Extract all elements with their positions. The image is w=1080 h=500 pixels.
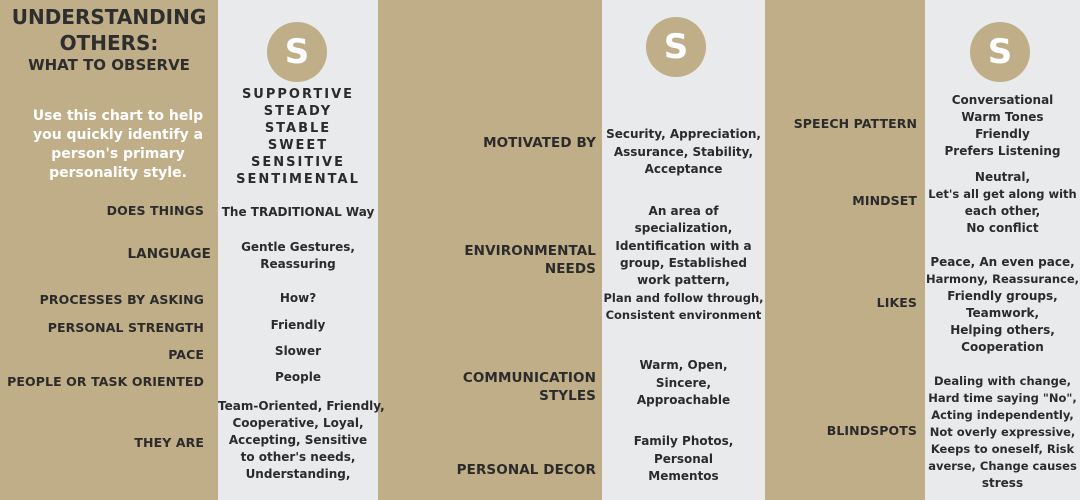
page-subtitle: WHAT TO OBSERVE bbox=[28, 56, 190, 74]
value-env-line: Identification with a bbox=[615, 239, 752, 253]
value-env-line: work pattern, bbox=[637, 273, 730, 287]
label-people-or-task: PEOPLE OR TASK ORIENTED bbox=[7, 374, 204, 389]
value-decor-line: Mementos bbox=[648, 469, 719, 483]
page-title-line2: OTHERS: bbox=[59, 31, 159, 55]
value-env-line: Plan and follow through, bbox=[603, 291, 764, 305]
label-blindspots: BLINDSPOTS bbox=[826, 423, 917, 438]
label-motivated-by: MOTIVATED BY bbox=[483, 135, 596, 151]
value-they-are-line: Team-Oriented, Friendly, bbox=[218, 399, 385, 413]
panel-values-2 bbox=[602, 0, 765, 500]
value-motivated-line: Security, Appreciation, bbox=[606, 127, 761, 141]
value-comm-line: Approachable bbox=[636, 393, 731, 407]
value-likes-line: Cooperation bbox=[961, 340, 1044, 354]
s-badge-3: S bbox=[970, 22, 1030, 82]
value-processes: How? bbox=[279, 291, 317, 305]
value-mindset-line: Let's all get along with bbox=[928, 187, 1077, 201]
value-they-are-line: to other's needs, bbox=[240, 450, 356, 464]
trait-item: SUPPORTIVE bbox=[241, 87, 355, 102]
trait-item: SENTIMENTAL bbox=[236, 172, 360, 187]
value-decor-line: Personal bbox=[654, 452, 713, 466]
label-environmental: ENVIRONMENTAL bbox=[464, 243, 596, 259]
value-they-are-line: Accepting, Sensitive bbox=[228, 433, 368, 447]
label-communication: COMMUNICATION bbox=[462, 370, 596, 386]
value-pace: Slower bbox=[274, 344, 322, 358]
s-badge-2: S bbox=[646, 17, 706, 77]
value-likes-line: Peace, An even pace, bbox=[930, 255, 1075, 269]
value-speech-line: Conversational bbox=[951, 93, 1054, 107]
panel-values-1 bbox=[218, 0, 378, 500]
s-badge-1: S bbox=[267, 22, 327, 82]
value-decor-line: Family Photos, bbox=[633, 434, 734, 448]
panel-labels-2 bbox=[378, 0, 602, 500]
value-comm-line: Warm, Open, bbox=[639, 358, 728, 372]
value-blind-line: Not overly expressive, bbox=[929, 425, 1076, 439]
panel-left-labels bbox=[0, 0, 218, 500]
value-env-line: specialization, bbox=[634, 221, 733, 235]
value-blind-line: stress bbox=[981, 476, 1024, 490]
value-blind-line: Dealing with change, bbox=[933, 374, 1072, 388]
intro-line: personality style. bbox=[49, 165, 187, 181]
value-strength: Friendly bbox=[270, 318, 326, 332]
trait-item: SENSITIVE bbox=[251, 155, 345, 170]
value-mindset-line: Neutral, bbox=[974, 170, 1031, 184]
value-likes-line: Harmony, Reassurance, bbox=[926, 272, 1079, 286]
value-they-are-line: Understanding, bbox=[245, 467, 351, 481]
trait-item: STABLE bbox=[264, 121, 332, 136]
value-likes-line: Teamwork, bbox=[965, 306, 1040, 320]
label-does-things: DOES THINGS bbox=[106, 203, 204, 218]
value-comm-line: Sincere, bbox=[655, 376, 712, 390]
intro-line: person's primary bbox=[51, 146, 185, 162]
value-likes-line: Friendly groups, bbox=[947, 289, 1058, 303]
value-motivated-line: Acceptance bbox=[644, 162, 723, 176]
trait-item: STEADY bbox=[263, 104, 333, 119]
label-needs: NEEDS bbox=[544, 261, 596, 277]
label-personal-strength: PERSONAL STRENGTH bbox=[47, 320, 204, 335]
intro-line: you quickly identify a bbox=[32, 127, 204, 143]
value-mindset-line: each other, bbox=[964, 204, 1041, 218]
label-likes: LIKES bbox=[876, 295, 917, 310]
value-speech-line: Friendly bbox=[975, 127, 1030, 141]
value-blind-line: Keeps to oneself, Risk bbox=[930, 442, 1075, 456]
label-personal-decor: PERSONAL DECOR bbox=[456, 462, 596, 478]
label-styles: STYLES bbox=[539, 388, 596, 404]
panel-labels-3 bbox=[765, 0, 925, 500]
value-they-are-line: Cooperative, Loyal, bbox=[232, 416, 364, 430]
value-language-line: Gentle Gestures, bbox=[241, 240, 355, 254]
value-blind-line: Acting independently, bbox=[931, 408, 1074, 422]
intro-line: Use this chart to help bbox=[32, 108, 204, 124]
value-env-line: An area of bbox=[648, 204, 719, 218]
label-speech-pattern: SPEECH PATTERN bbox=[793, 116, 917, 131]
label-they-are: THEY ARE bbox=[134, 435, 204, 450]
value-likes-line: Helping others, bbox=[950, 323, 1055, 337]
value-mindset-line: No conflict bbox=[966, 221, 1039, 235]
label-processes-by-asking: PROCESSES BY ASKING bbox=[39, 292, 204, 307]
value-env-line: Consistent environment bbox=[605, 308, 762, 322]
value-language-line: Reassuring bbox=[260, 257, 336, 271]
label-language: LANGUAGE bbox=[127, 246, 211, 262]
label-pace: PACE bbox=[168, 347, 204, 362]
page-title-line1: UNDERSTANDING bbox=[11, 5, 207, 29]
value-does-things: The TRADITIONAL Way bbox=[221, 205, 375, 219]
value-blind-line: averse, Change causes bbox=[928, 459, 1077, 473]
value-blind-line: Hard time saying "No", bbox=[928, 391, 1077, 405]
value-speech-line: Prefers Listening bbox=[944, 144, 1061, 158]
panel-values-3 bbox=[925, 0, 1080, 500]
value-speech-line: Warm Tones bbox=[961, 110, 1044, 124]
value-orientation: People bbox=[274, 370, 322, 384]
label-mindset: MINDSET bbox=[852, 193, 917, 208]
value-motivated-line: Assurance, Stability, bbox=[613, 145, 754, 159]
value-env-line: group, Established bbox=[619, 256, 748, 270]
trait-item: SWEET bbox=[267, 138, 329, 153]
